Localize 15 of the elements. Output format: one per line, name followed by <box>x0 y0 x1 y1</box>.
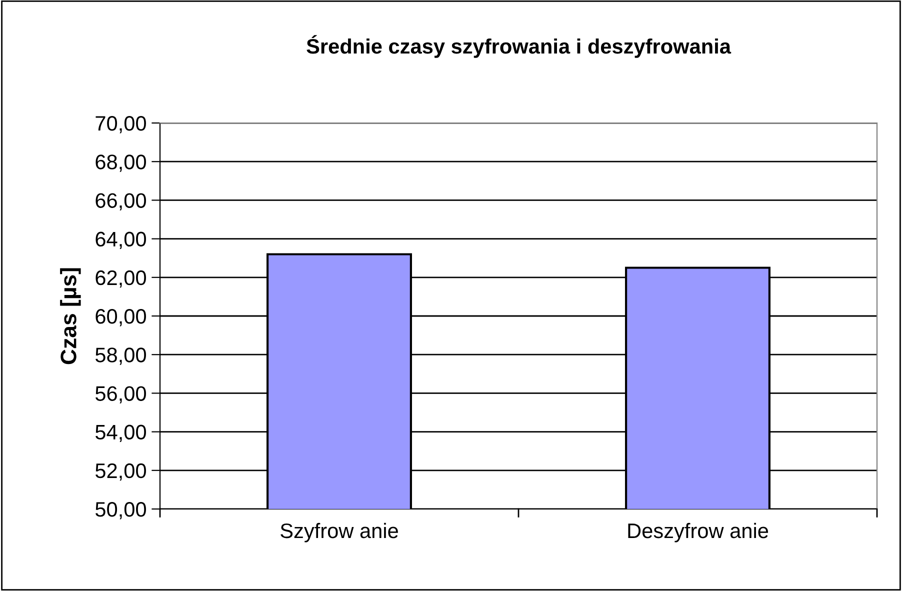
y-tick-label: 58,00 <box>96 348 146 365</box>
x-tick-label: Deszyfrow anie <box>628 522 768 542</box>
y-tick-label: 70,00 <box>96 116 146 134</box>
y-tick-label: 64,00 <box>96 232 146 250</box>
y-tick-label: 56,00 <box>96 386 146 404</box>
y-tick-label: 50,00 <box>96 502 146 520</box>
y-tick-label: 62,00 <box>96 270 146 288</box>
y-tick-label: 68,00 <box>96 154 146 172</box>
y-tick-label: 52,00 <box>96 463 146 481</box>
y-tick-label: 60,00 <box>96 309 146 326</box>
x-tick-label: Szyfrow anie <box>280 522 398 542</box>
y-tick-label: 66,00 <box>96 193 146 210</box>
y-axis-title: Czas [µs] <box>60 268 81 364</box>
chart-title: Średnie czasy szyfrowania i deszyfrowania <box>306 35 732 58</box>
y-tick-label: 54,00 <box>96 424 146 442</box>
